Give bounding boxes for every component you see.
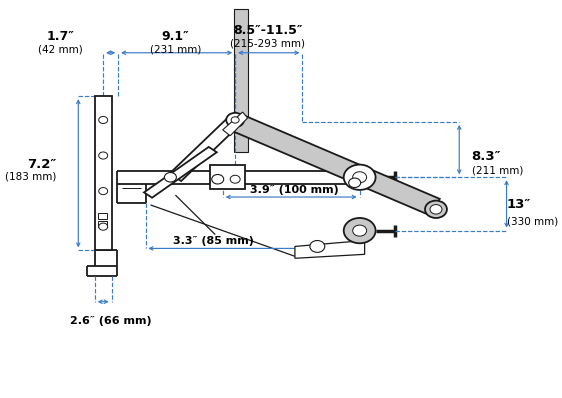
Circle shape — [430, 205, 442, 214]
Circle shape — [344, 165, 375, 190]
Circle shape — [99, 116, 108, 123]
Circle shape — [99, 223, 108, 230]
Text: 3.3″ (85 mm): 3.3″ (85 mm) — [173, 236, 254, 246]
Circle shape — [99, 152, 108, 159]
Circle shape — [348, 178, 361, 187]
Text: 13″: 13″ — [506, 198, 531, 211]
Bar — [95, 96, 112, 250]
Text: (211 mm): (211 mm) — [472, 165, 523, 175]
Circle shape — [231, 117, 239, 123]
Circle shape — [353, 172, 366, 183]
Circle shape — [212, 174, 224, 184]
Circle shape — [425, 201, 447, 218]
Bar — [98, 221, 107, 227]
Circle shape — [230, 175, 240, 183]
Polygon shape — [295, 240, 365, 258]
Text: (231 mm): (231 mm) — [149, 45, 201, 55]
Text: 8.5″-11.5″: 8.5″-11.5″ — [233, 24, 302, 37]
Circle shape — [310, 240, 325, 252]
Circle shape — [165, 172, 176, 182]
Bar — [210, 166, 245, 189]
Text: 3.9″ (100 mm): 3.9″ (100 mm) — [250, 185, 339, 195]
Bar — [98, 213, 107, 219]
Polygon shape — [223, 112, 248, 136]
Text: 9.1″: 9.1″ — [161, 30, 189, 43]
Circle shape — [226, 113, 244, 127]
Text: 1.7″: 1.7″ — [47, 30, 75, 43]
Circle shape — [99, 187, 108, 195]
Circle shape — [344, 218, 375, 243]
Circle shape — [353, 225, 366, 236]
Text: 8.3″: 8.3″ — [472, 150, 501, 164]
Text: (330 mm): (330 mm) — [506, 217, 558, 227]
Text: (42 mm): (42 mm) — [38, 45, 83, 55]
Bar — [234, 9, 248, 152]
Polygon shape — [170, 116, 241, 181]
Text: 7.2″: 7.2″ — [26, 158, 56, 171]
Polygon shape — [230, 114, 440, 215]
Text: (215-293 mm): (215-293 mm) — [230, 39, 305, 49]
Polygon shape — [144, 147, 217, 198]
Text: (183 mm): (183 mm) — [4, 171, 56, 181]
Text: 2.6″ (66 mm): 2.6″ (66 mm) — [70, 316, 152, 326]
